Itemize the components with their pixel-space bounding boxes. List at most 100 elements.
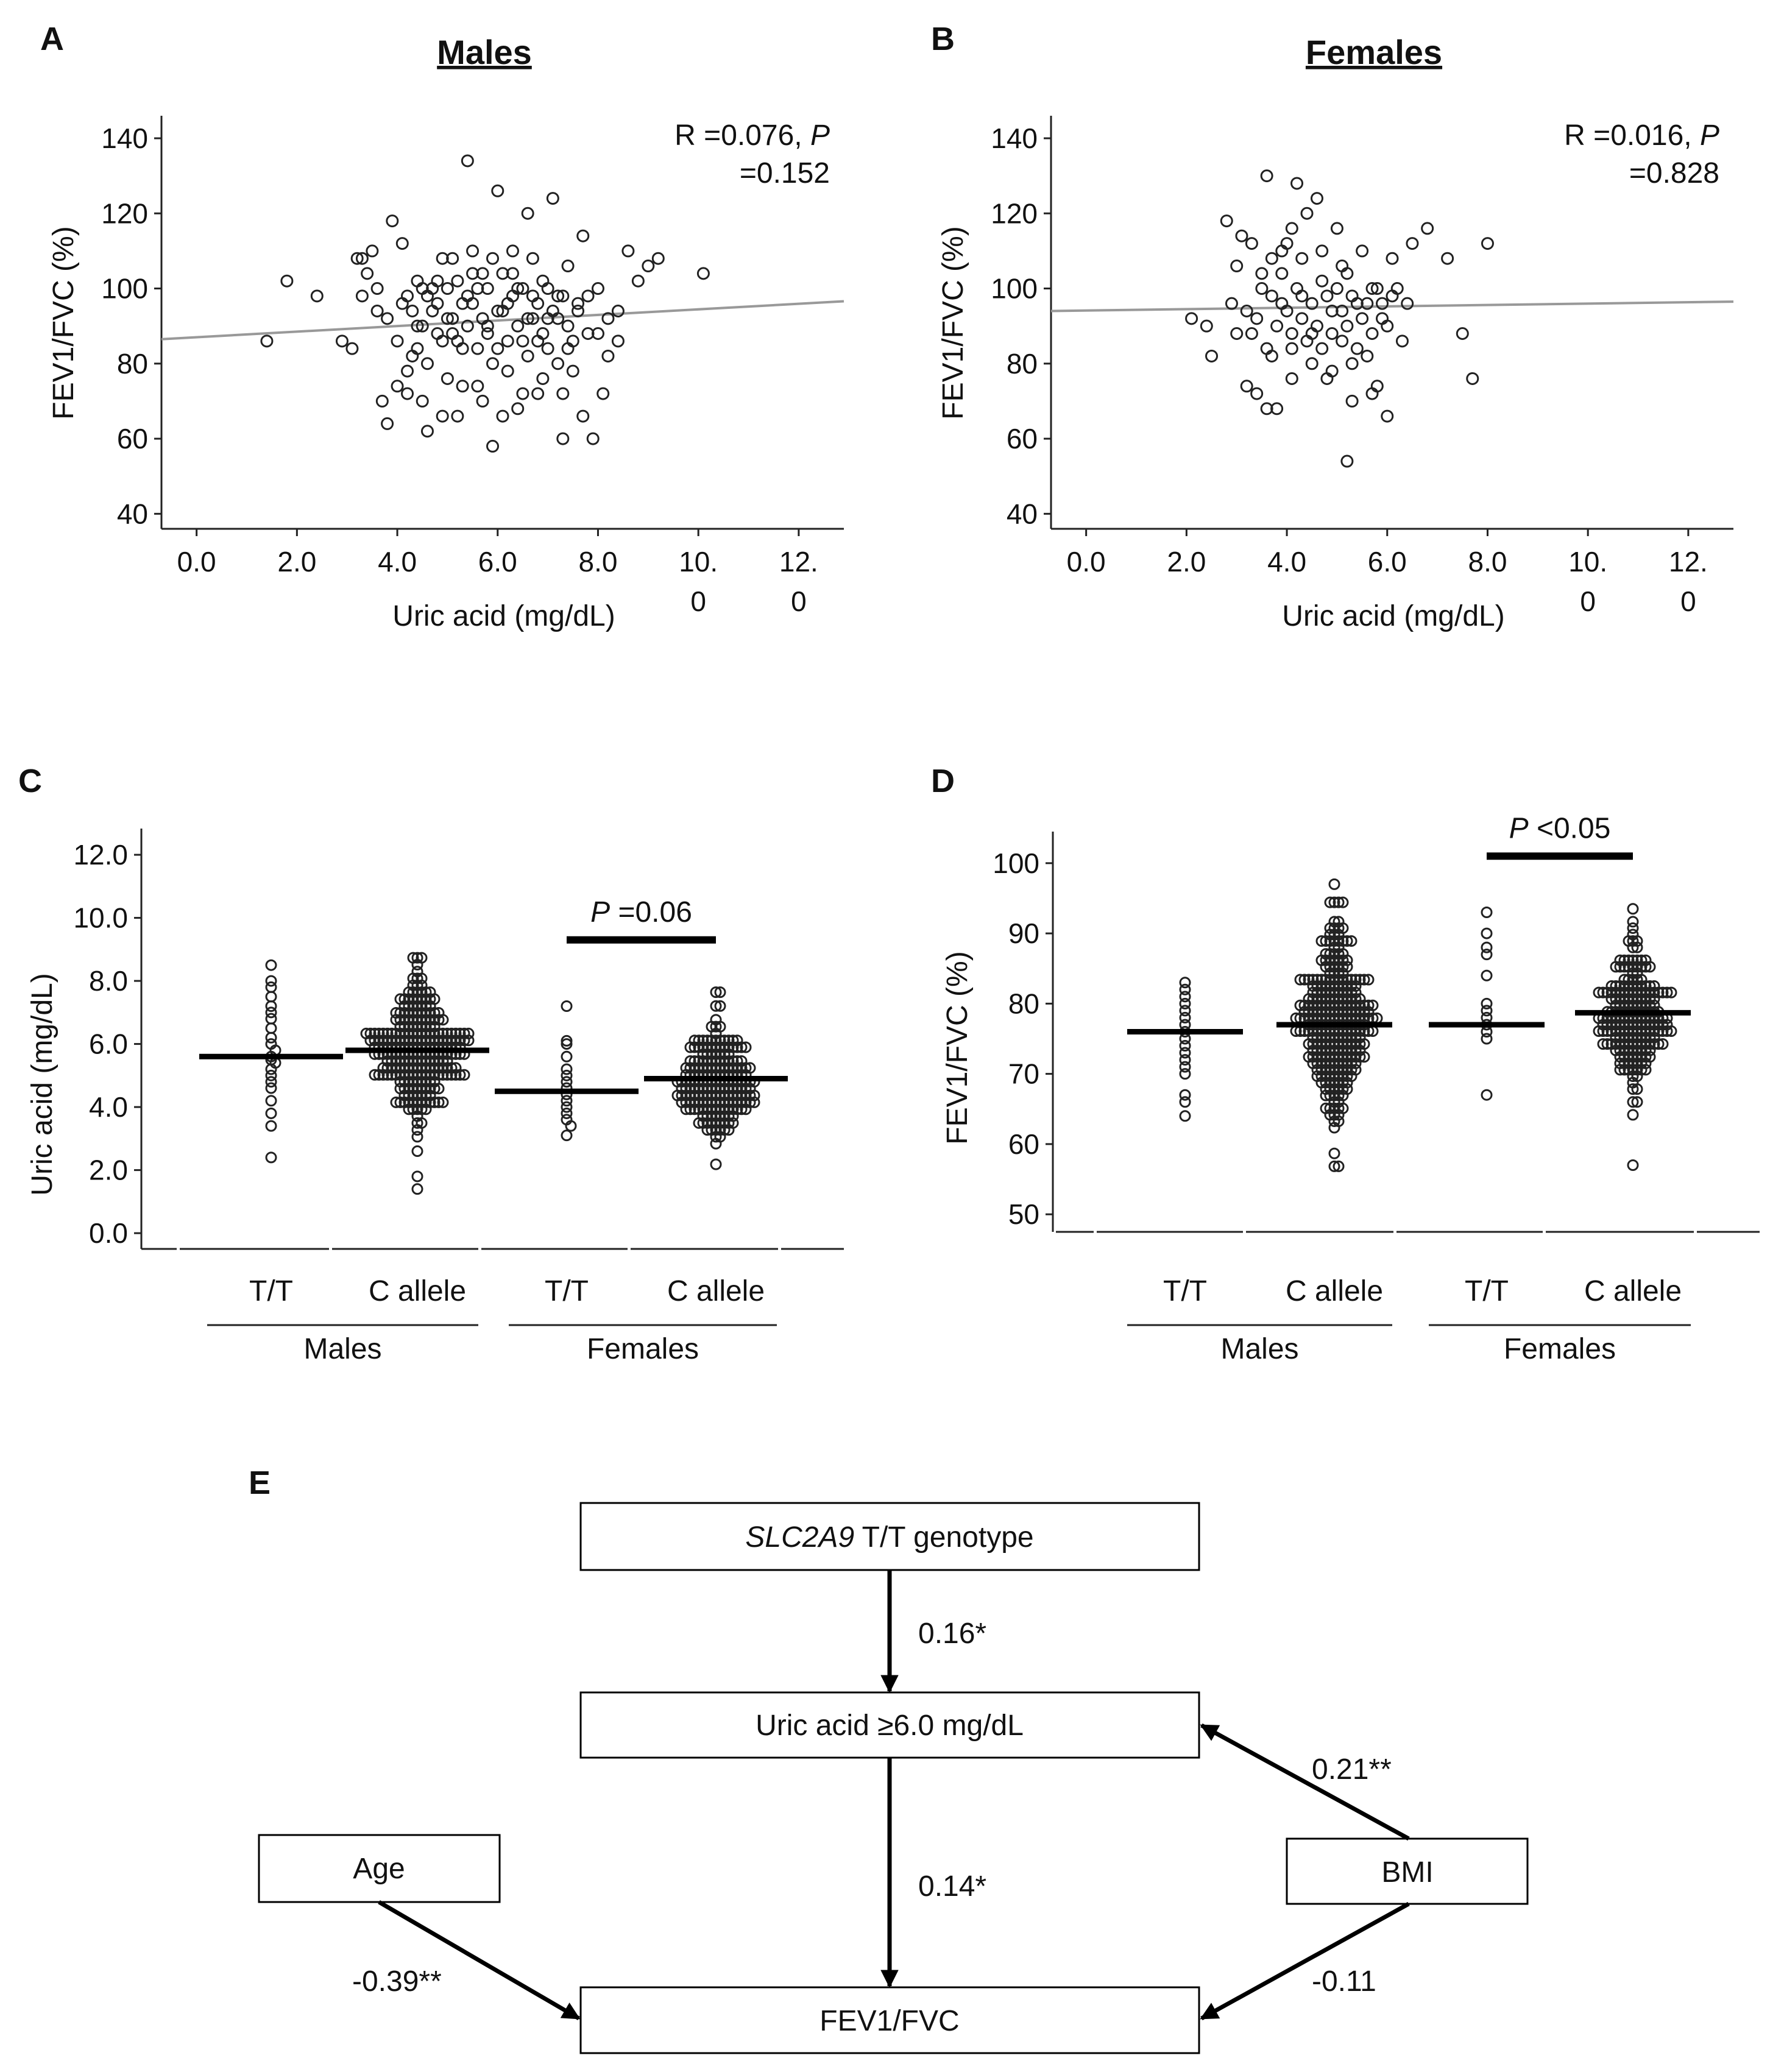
d-point <box>1481 1089 1493 1101</box>
c-point <box>377 1069 389 1081</box>
d-point <box>1328 916 1340 928</box>
d-point <box>1354 1006 1366 1018</box>
d-point <box>1179 997 1191 1009</box>
b-point <box>1356 312 1369 325</box>
b-point <box>1386 252 1399 265</box>
a-ytick-label: 140 <box>101 122 148 154</box>
d-point <box>1333 928 1345 941</box>
b-point <box>1250 387 1264 400</box>
b-xtick-label-wrap: 0 <box>1580 585 1596 617</box>
edge-bmi-to-fev-label: -0.11 <box>1312 1965 1376 1998</box>
c-point <box>561 1000 573 1012</box>
d-point <box>1627 935 1639 947</box>
panel-b-letter: B <box>931 21 955 57</box>
c-point <box>706 1110 718 1122</box>
a-point <box>345 342 359 355</box>
b-point <box>1270 402 1284 415</box>
panel-b-ylabel: FEV1/FVC (%) <box>937 226 969 419</box>
a-point <box>471 342 484 355</box>
panel-d-axes: 50 60 70 80 90 100 <box>993 832 1760 1233</box>
d-point <box>1627 922 1639 934</box>
a-point <box>531 297 545 310</box>
d-point <box>1179 1061 1191 1073</box>
c-point <box>411 1170 423 1183</box>
d-point <box>1614 1051 1626 1063</box>
b-point <box>1270 319 1284 333</box>
d-point <box>1320 1038 1332 1050</box>
d-point <box>1307 993 1319 1005</box>
d-point <box>1328 1147 1340 1159</box>
c-point <box>433 1083 445 1095</box>
d-point <box>1614 1057 1626 1069</box>
d-point <box>1333 1051 1345 1063</box>
a-point <box>420 425 434 438</box>
b-point <box>1345 289 1359 303</box>
c-point <box>416 1083 428 1095</box>
d-point <box>1328 896 1340 908</box>
c-point <box>718 1083 731 1095</box>
c-point <box>561 1107 573 1119</box>
c-point <box>411 1131 423 1143</box>
c-point <box>680 1103 692 1116</box>
d-point <box>1661 986 1673 999</box>
svg-text:SLC2A9 T/T genotype: SLC2A9 T/T genotype <box>745 1521 1033 1554</box>
a-point <box>481 319 494 333</box>
d-point <box>1614 961 1626 973</box>
panel-c-points <box>265 952 760 1195</box>
a-point <box>471 380 484 393</box>
c-point <box>411 1124 423 1136</box>
c-point <box>437 1096 449 1108</box>
c-point <box>723 1124 735 1136</box>
c-point <box>394 1020 406 1033</box>
d-point <box>1605 980 1618 992</box>
a-point <box>441 282 454 295</box>
a-point <box>446 312 459 325</box>
a-point <box>631 274 645 288</box>
a-point <box>420 289 434 303</box>
c-point <box>680 1096 692 1108</box>
d-point <box>1644 1038 1656 1050</box>
b-point <box>1395 334 1409 348</box>
c-point <box>403 1020 415 1033</box>
d-point <box>1627 1096 1639 1108</box>
a-point <box>551 289 565 303</box>
c-point <box>407 952 419 964</box>
c-point <box>462 1027 475 1039</box>
d-point <box>1179 991 1191 1003</box>
a-point <box>391 334 404 348</box>
a-point <box>561 260 575 273</box>
a-point <box>381 417 394 430</box>
d-point <box>1324 986 1336 999</box>
b-ytick-label: 80 <box>1007 348 1038 380</box>
d-point <box>1307 1006 1319 1018</box>
d-point <box>1618 1038 1630 1050</box>
c-point <box>701 1048 713 1060</box>
svg-text:Age: Age <box>353 1853 405 1885</box>
a-point <box>260 334 274 348</box>
b-point <box>1315 274 1329 288</box>
d-point <box>1179 983 1191 995</box>
c-point <box>433 1014 445 1026</box>
a-point <box>511 282 525 295</box>
c-point <box>561 1034 573 1047</box>
c-point <box>424 986 436 999</box>
a-point <box>521 312 534 325</box>
panel-b-points <box>1185 169 1494 468</box>
d-point <box>1179 1040 1191 1052</box>
a-point <box>411 342 424 355</box>
a-point <box>611 334 625 348</box>
a-point <box>461 154 474 168</box>
a-xtick-label-wrap: 0 <box>791 585 807 617</box>
b-point <box>1336 334 1349 348</box>
a-xtick-label: 0.0 <box>177 546 216 578</box>
d-point <box>1324 961 1336 973</box>
a-point <box>576 409 590 423</box>
a-point <box>416 319 429 333</box>
edge-bmi-to-fev <box>1200 1901 1410 2021</box>
a-point <box>366 244 379 258</box>
c-category-label: T/T <box>545 1275 589 1307</box>
b-point <box>1406 237 1419 250</box>
d-point <box>1307 1038 1319 1050</box>
d-point <box>1610 1038 1622 1050</box>
b-point <box>1345 357 1359 370</box>
